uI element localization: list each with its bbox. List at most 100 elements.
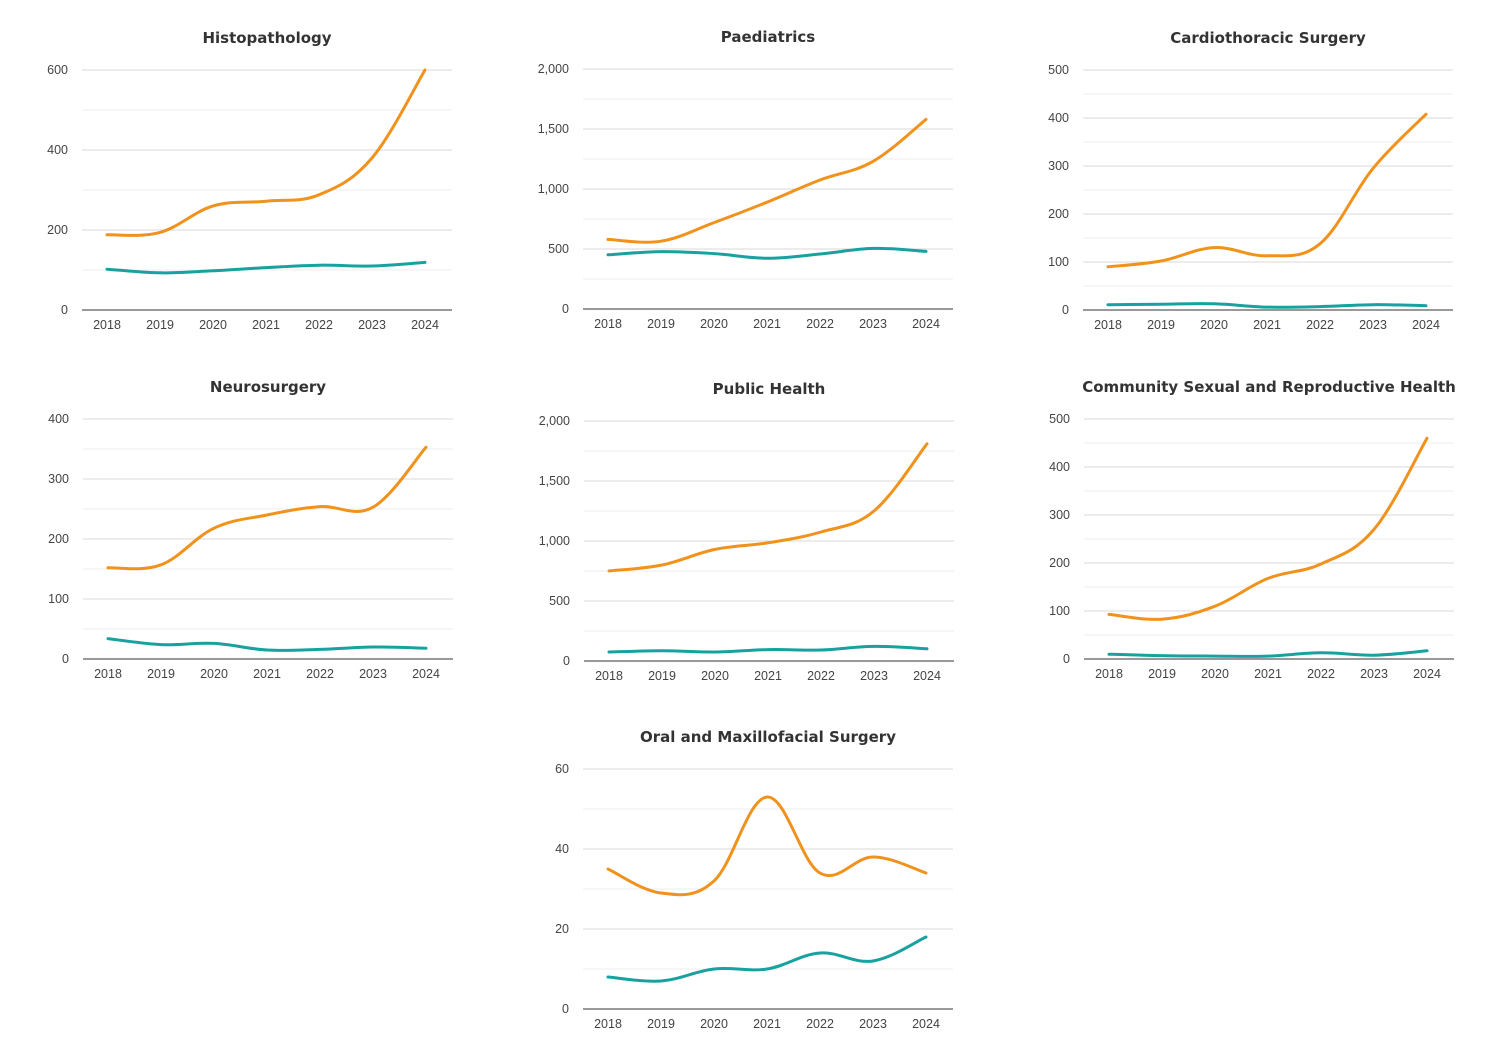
oral-and-maxillofacial-surgery-x-tick-label: 2022 xyxy=(806,1017,834,1031)
histopathology-x-tick-label: 2023 xyxy=(358,318,386,332)
public-health-x-tick-label: 2018 xyxy=(595,669,623,683)
chart-histopathology: Histopathology 0 200 400 600 2018 2019 2020 2021… xyxy=(40,20,460,340)
public-health-title: Public Health xyxy=(713,380,826,398)
public-health-x-tick-label: 2020 xyxy=(701,669,729,683)
cardiothoracic-surgery-x-tick-label: 2023 xyxy=(1359,318,1387,332)
community-sexual-and-reproductive-health-x-tick-label: 2022 xyxy=(1307,667,1335,681)
neurosurgery-chart-svg: Neurosurgery 0 100 200 300 400 2018 2019 2020 202… xyxy=(48,378,453,681)
neurosurgery-y-tick-label: 200 xyxy=(48,532,69,546)
histopathology-title: Histopathology xyxy=(202,29,331,47)
community-sexual-and-reproductive-health-x-tick-label: 2021 xyxy=(1254,667,1282,681)
neurosurgery-orange-series-line xyxy=(106,445,428,571)
public-health-y-tick-label: 2,000 xyxy=(539,414,570,428)
public-health-y-tick-label: 0 xyxy=(563,654,570,668)
community-sexual-reproductive-health-chart-svg: Community Sexual and Reproductive Health… xyxy=(1049,378,1456,681)
paediatrics-y-tick-label: 1,000 xyxy=(538,182,569,196)
paediatrics-x-tick-label: 2018 xyxy=(594,317,622,331)
paediatrics-chart-svg: Paediatrics 0 500 1,000 1,500 2,000 2018 2019 20… xyxy=(538,28,953,331)
oral-maxillofacial-surgery-chart-svg: Oral and Maxillofacial Surgery 0 20 40 60 201… xyxy=(555,728,953,1031)
neurosurgery-x-tick-label: 2021 xyxy=(253,667,281,681)
paediatrics-x-tick-label: 2019 xyxy=(647,317,675,331)
histopathology-x-tick-label: 2020 xyxy=(199,318,227,332)
neurosurgery-y-tick-label: 300 xyxy=(48,472,69,486)
neurosurgery-x-tick-label: 2024 xyxy=(412,667,440,681)
public-health-x-tick-label: 2023 xyxy=(860,669,888,683)
public-health-x-tick-label: 2019 xyxy=(648,669,676,683)
histopathology-y-tick-label: 400 xyxy=(47,143,68,157)
community-sexual-and-reproductive-health-x-tick-label: 2023 xyxy=(1360,667,1388,681)
paediatrics-x-tick-label: 2023 xyxy=(859,317,887,331)
cardiothoracic-surgery-y-tick-label: 500 xyxy=(1048,63,1069,77)
community-sexual-and-reproductive-health-title: Community Sexual and Reproductive Health xyxy=(1082,378,1456,396)
cardiothoracic-surgery-y-tick-label: 200 xyxy=(1048,207,1069,221)
cardiothoracic-surgery-x-tick-label: 2022 xyxy=(1306,318,1334,332)
paediatrics-y-tick-label: 2,000 xyxy=(538,62,569,76)
cardiothoracic-surgery-x-tick-label: 2019 xyxy=(1147,318,1175,332)
paediatrics-x-tick-label: 2020 xyxy=(700,317,728,331)
histopathology-y-tick-label: 0 xyxy=(61,303,68,317)
cardiothoracic-surgery-chart-svg: Cardiothoracic Surgery 0 100 200 300 400 500 20… xyxy=(1048,29,1453,332)
community-sexual-and-reproductive-health-y-tick-label: 400 xyxy=(1049,460,1070,474)
neurosurgery-y-tick-label: 400 xyxy=(48,412,69,426)
neurosurgery-x-tick-label: 2019 xyxy=(147,667,175,681)
histopathology-orange-series-line xyxy=(105,68,427,237)
public-health-chart-svg: Public Health 0 500 1,000 1,500 2,000 2018 2019… xyxy=(539,380,954,683)
oral-and-maxillofacial-surgery-y-tick-label: 60 xyxy=(555,762,569,776)
chart-paediatrics: Paediatrics 0 500 1,000 1,500 2,000 2018 2019 20… xyxy=(538,19,961,339)
public-health-x-tick-label: 2024 xyxy=(913,669,941,683)
community-sexual-and-reproductive-health-y-tick-label: 200 xyxy=(1049,556,1070,570)
histopathology-y-tick-label: 200 xyxy=(47,223,68,237)
cardiothoracic-surgery-title: Cardiothoracic Surgery xyxy=(1170,29,1366,47)
public-health-orange-series-line xyxy=(607,442,929,573)
cardiothoracic-surgery-y-tick-label: 100 xyxy=(1048,255,1069,269)
public-health-y-tick-label: 500 xyxy=(549,594,570,608)
public-health-x-tick-label: 2021 xyxy=(754,669,782,683)
community-sexual-and-reproductive-health-y-tick-label: 100 xyxy=(1049,604,1070,618)
histopathology-y-tick-label: 600 xyxy=(47,63,68,77)
neurosurgery-y-tick-label: 0 xyxy=(62,652,69,666)
community-sexual-and-reproductive-health-x-tick-label: 2019 xyxy=(1148,667,1176,681)
histopathology-x-tick-label: 2019 xyxy=(146,318,174,332)
community-sexual-and-reproductive-health-x-tick-label: 2024 xyxy=(1413,667,1441,681)
paediatrics-y-tick-label: 0 xyxy=(562,302,569,316)
paediatrics-x-tick-label: 2021 xyxy=(753,317,781,331)
oral-and-maxillofacial-surgery-x-tick-label: 2024 xyxy=(912,1017,940,1031)
cardiothoracic-surgery-x-tick-label: 2020 xyxy=(1200,318,1228,332)
neurosurgery-x-tick-label: 2023 xyxy=(359,667,387,681)
paediatrics-orange-series-line xyxy=(606,117,928,244)
neurosurgery-teal-series-line xyxy=(106,637,428,652)
community-sexual-and-reproductive-health-y-tick-label: 500 xyxy=(1049,412,1070,426)
oral-and-maxillofacial-surgery-x-tick-label: 2019 xyxy=(647,1017,675,1031)
public-health-y-tick-label: 1,000 xyxy=(539,534,570,548)
paediatrics-teal-series-line xyxy=(606,246,928,260)
community-sexual-and-reproductive-health-y-tick-label: 0 xyxy=(1063,652,1070,666)
oral-and-maxillofacial-surgery-y-tick-label: 20 xyxy=(555,922,569,936)
cardiothoracic-surgery-x-tick-label: 2018 xyxy=(1094,318,1122,332)
cardiothoracic-surgery-teal-series-line xyxy=(1106,302,1428,309)
community-sexual-and-reproductive-health-x-tick-label: 2018 xyxy=(1095,667,1123,681)
oral-and-maxillofacial-surgery-title: Oral and Maxillofacial Surgery xyxy=(640,728,896,746)
paediatrics-y-tick-label: 1,500 xyxy=(538,122,569,136)
paediatrics-x-tick-label: 2022 xyxy=(806,317,834,331)
paediatrics-y-tick-label: 500 xyxy=(548,242,569,256)
oral-and-maxillofacial-surgery-y-tick-label: 40 xyxy=(555,842,569,856)
community-sexual-and-reproductive-health-teal-series-line xyxy=(1107,649,1429,658)
community-sexual-and-reproductive-health-x-tick-label: 2020 xyxy=(1201,667,1229,681)
histopathology-x-tick-label: 2022 xyxy=(305,318,333,332)
chart-public-health: Public Health 0 500 1,000 1,500 2,000 2018 2019… xyxy=(539,371,962,691)
cardiothoracic-surgery-x-tick-label: 2021 xyxy=(1253,318,1281,332)
chart-oral-maxillofacial-surgery: Oral and Maxillofacial Surgery 0 20 40 60 201… xyxy=(541,719,961,1039)
cardiothoracic-surgery-y-tick-label: 300 xyxy=(1048,159,1069,173)
neurosurgery-title: Neurosurgery xyxy=(210,378,326,396)
histopathology-x-tick-label: 2021 xyxy=(252,318,280,332)
oral-and-maxillofacial-surgery-x-tick-label: 2021 xyxy=(753,1017,781,1031)
oral-and-maxillofacial-surgery-teal-series-line xyxy=(606,935,928,983)
public-health-y-tick-label: 1,500 xyxy=(539,474,570,488)
chart-community-sexual-reproductive-health: Community Sexual and Reproductive Health… xyxy=(1042,369,1462,689)
chart-neurosurgery: Neurosurgery 0 100 200 300 400 2018 2019 2020 202… xyxy=(41,369,461,689)
oral-and-maxillofacial-surgery-orange-series-line xyxy=(606,795,928,897)
cardiothoracic-surgery-x-tick-label: 2024 xyxy=(1412,318,1440,332)
cardiothoracic-surgery-y-tick-label: 0 xyxy=(1062,303,1069,317)
oral-and-maxillofacial-surgery-x-tick-label: 2020 xyxy=(700,1017,728,1031)
oral-and-maxillofacial-surgery-x-tick-label: 2018 xyxy=(594,1017,622,1031)
